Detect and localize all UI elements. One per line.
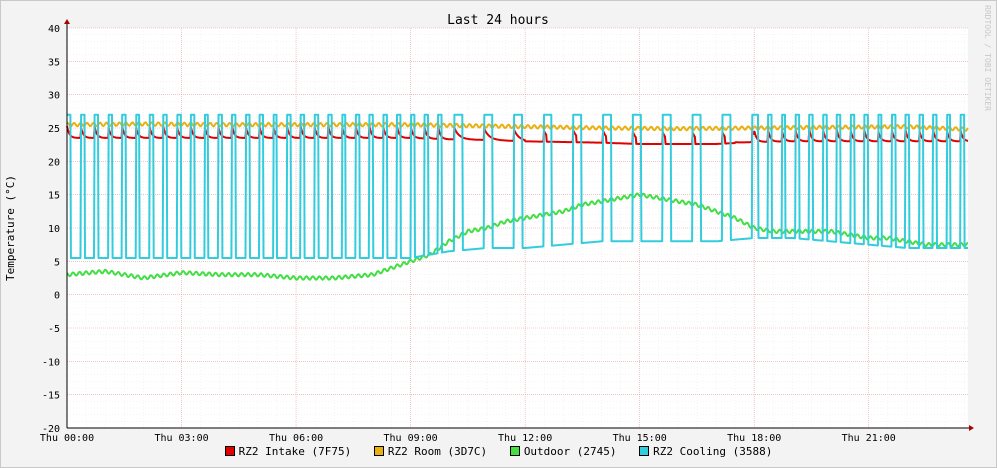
x-tick-label: Thu 06:00 — [269, 433, 323, 444]
axes — [64, 19, 974, 431]
y-axis-label: Temperature (°C) — [4, 175, 17, 281]
legend-label-room: RZ2 Room (3D7C) — [387, 445, 488, 458]
series-line-2 — [66, 192, 969, 281]
legend-item-cooling: RZ2 Cooling (3588) — [639, 445, 772, 458]
legend-swatch-room — [373, 446, 384, 456]
y-tick-label: 10 — [48, 224, 60, 235]
legend-item-outdoor: Outdoor (2745) — [509, 445, 617, 458]
x-tick-label: Thu 09:00 — [384, 433, 438, 444]
series-lines — [66, 113, 969, 281]
x-tick-label: Thu 00:00 — [40, 433, 94, 444]
legend-label-outdoor: Outdoor (2745) — [523, 445, 617, 458]
x-tick-label: Thu 21:00 — [842, 433, 896, 444]
y-tick-label: -15 — [42, 391, 60, 402]
x-tick-label: Thu 18:00 — [727, 433, 781, 444]
legend-swatch-intake — [224, 446, 235, 456]
y-tick-label: 20 — [48, 157, 60, 168]
y-tick-label: 35 — [48, 57, 60, 68]
legend-item-room: RZ2 Room (3D7C) — [373, 445, 488, 458]
x-tick-labels: Thu 00:00 Thu 03:00 Thu 06:00 Thu 09:00 Thu … — [40, 433, 896, 444]
y-tick-label: -5 — [48, 324, 60, 335]
y-tick-label: 5 — [54, 257, 60, 268]
series-line-1 — [66, 121, 969, 132]
y-tick-label: -10 — [42, 357, 60, 368]
x-tick-label: Thu 12:00 — [498, 433, 552, 444]
y-tick-label: -20 — [42, 424, 60, 435]
grid — [67, 27, 968, 428]
legend-swatch-cooling — [639, 446, 650, 456]
x-axis-arrow — [969, 425, 974, 431]
legend-swatch-outdoor — [509, 446, 520, 456]
legend-label-intake: RZ2 Intake (7F75) — [238, 445, 352, 458]
y-axis-arrow — [64, 19, 70, 24]
y-tick-label: 30 — [48, 91, 60, 102]
x-tick-label: Thu 03:00 — [154, 433, 208, 444]
legend-item-intake: RZ2 Intake (7F75) — [224, 445, 352, 458]
series-line-3 — [66, 113, 969, 259]
chart-title: Last 24 hours — [447, 13, 549, 28]
y-tick-label: 0 — [54, 291, 60, 302]
legend-label-cooling: RZ2 Cooling (3588) — [653, 445, 773, 458]
watermark: RRDTOOL / TOBI OETIKER — [983, 5, 992, 111]
legend: RZ2 Intake (7F75) RZ2 Room (3D7C) Outdoo… — [0, 445, 997, 458]
y-tick-label: 40 — [48, 24, 60, 35]
x-tick-label: Thu 15:00 — [613, 433, 667, 444]
y-tick-label: 25 — [48, 124, 60, 135]
y-tick-labels: 40 35 30 25 20 15 10 5 0 -5 -10 -15 -20 — [42, 24, 60, 435]
series-line-0 — [66, 125, 969, 145]
y-tick-label: 15 — [48, 191, 60, 202]
